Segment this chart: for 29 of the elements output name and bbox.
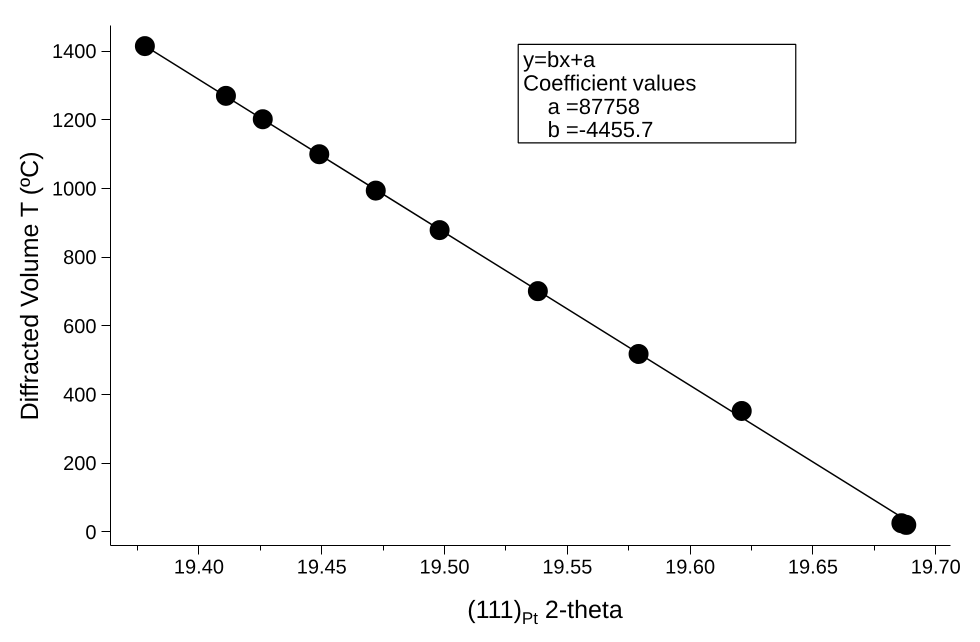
- x-tick-label: 19.45: [296, 556, 347, 578]
- x-tick-label: 19.65: [788, 556, 838, 578]
- y-tick-label: 600: [63, 316, 97, 338]
- y-tick-label: 0: [85, 522, 96, 544]
- point: [366, 180, 386, 201]
- x-tick-label: 19.70: [910, 556, 961, 578]
- y-tick-label: 1200: [52, 110, 97, 132]
- point: [134, 36, 155, 56]
- x-tick-label: 19.50: [420, 556, 470, 578]
- y-tick-label: 1400: [52, 41, 97, 64]
- y-tick-label: 200: [63, 453, 97, 476]
- annotation: y=bx+a: [523, 47, 596, 72]
- point: [430, 220, 450, 240]
- annotation: b =-4455.7: [523, 117, 654, 142]
- point: [732, 400, 752, 421]
- point: [628, 344, 649, 364]
- y-tick-label: 400: [63, 384, 97, 406]
- y-tick-label: 1000: [52, 178, 97, 201]
- x-tick-label: 19.40: [174, 556, 224, 578]
- point: [309, 144, 330, 164]
- point: [216, 86, 236, 106]
- point: [528, 281, 548, 302]
- x-axis-title: (111)$_{Pt}$ 2-theta: [467, 595, 623, 630]
- point: [252, 109, 273, 130]
- y-axis-title: Diffracted Volume T (ºC): [16, 151, 44, 420]
- x-tick-label: 19.60: [665, 556, 716, 578]
- x-tick-label: 19.55: [542, 556, 592, 578]
- y-tick-label: 800: [63, 247, 97, 270]
- annotation: a =87758: [523, 94, 640, 119]
